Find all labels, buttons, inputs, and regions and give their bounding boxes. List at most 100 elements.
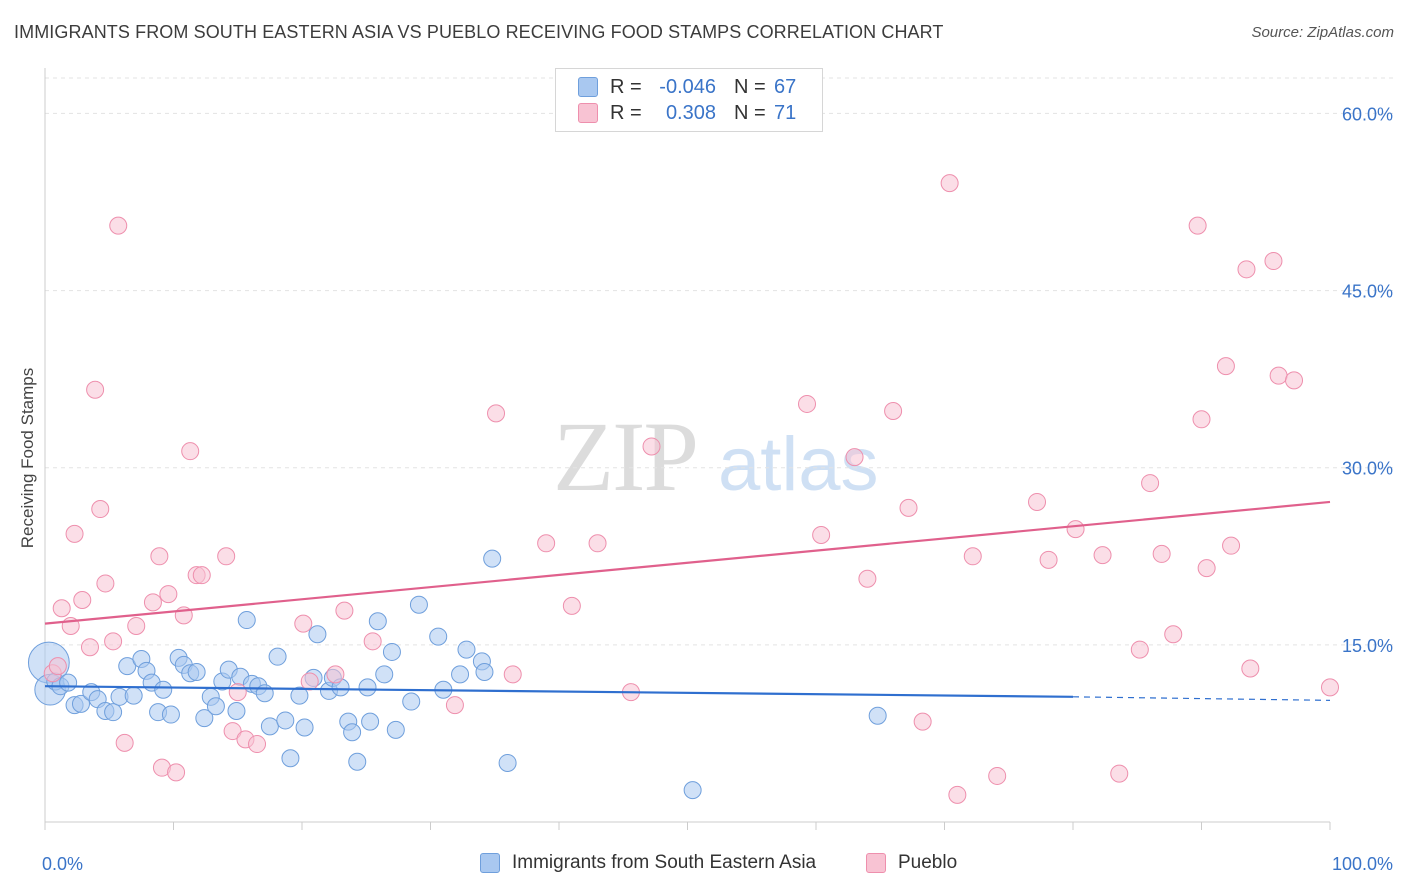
legend-row-immigrants: R = -0.046 N = 67 <box>578 74 796 100</box>
pueblo-point <box>1164 625 1183 644</box>
pueblo-point <box>1110 764 1129 783</box>
pueblo-point <box>899 498 918 517</box>
immigrants-trend-line <box>44 685 1074 698</box>
pueblo-point <box>159 585 178 604</box>
pueblo-point <box>1028 492 1047 511</box>
immigrants-point <box>386 720 405 739</box>
immigrants-point <box>195 709 214 728</box>
pueblo-point <box>1285 371 1304 390</box>
pueblo-point <box>812 526 831 545</box>
pueblo-point <box>143 593 162 612</box>
y-tick-label: 30.0% <box>1342 459 1393 479</box>
immigrants-point <box>683 781 702 800</box>
legend-item-pueblo: Pueblo <box>866 852 957 874</box>
immigrants-point <box>154 680 173 699</box>
legend-n-label: N = <box>734 101 766 124</box>
legend-r-value: -0.046 <box>659 75 716 98</box>
pueblo-point <box>798 394 817 413</box>
pueblo-point <box>588 534 607 553</box>
pueblo-trend-line <box>44 500 1331 625</box>
pueblo-point <box>1130 640 1149 659</box>
legend-n-value: 67 <box>774 75 797 98</box>
pueblo-point <box>1269 366 1288 385</box>
pueblo-point <box>217 547 236 566</box>
immigrants-point <box>227 701 246 720</box>
pueblo-point <box>150 547 169 566</box>
source-label: Source: ZipAtlas.com <box>1251 24 1394 41</box>
pueblo-point <box>181 442 200 461</box>
immigrants-point <box>276 711 295 730</box>
pueblo-point <box>192 566 211 585</box>
legend-item-immigrants: Immigrants from South Eastern Asia <box>480 852 816 874</box>
series-legend: Immigrants from South Eastern Asia Puebl… <box>0 850 1406 878</box>
pueblo-point <box>48 657 67 676</box>
pueblo-point <box>363 632 382 651</box>
pueblo-point <box>91 500 110 519</box>
pueblo-point <box>562 596 581 615</box>
pueblo-point <box>884 402 903 421</box>
pueblo-point <box>1093 546 1112 565</box>
pueblo-point <box>845 448 864 467</box>
immigrants-point <box>71 694 90 713</box>
pueblo-point <box>65 524 84 543</box>
pueblo-point <box>300 672 319 691</box>
pueblo-point <box>940 174 959 193</box>
series-pueblo-points <box>43 174 1339 804</box>
pueblo-point <box>109 216 128 235</box>
pueblo-point <box>223 722 242 741</box>
immigrants-point <box>348 752 367 771</box>
immigrants-point <box>358 678 377 697</box>
immigrants-point <box>375 665 394 684</box>
pueblo-point <box>294 614 313 633</box>
pueblo-point <box>80 638 99 657</box>
pueblo-point <box>1264 252 1283 271</box>
pueblo-point <box>858 569 877 588</box>
immigrants-point <box>281 749 300 768</box>
trend-lines <box>44 500 1331 701</box>
legend-n-label: N = <box>734 75 766 98</box>
immigrants-point <box>295 718 314 737</box>
immigrants-point <box>308 625 327 644</box>
pueblo-point <box>963 547 982 566</box>
correlation-legend: R = -0.046 N = 67 R = 0.308 N = 71 <box>555 68 823 132</box>
pueblo-point <box>96 574 115 593</box>
pueblo-point <box>52 599 71 618</box>
immigrants-point <box>361 712 380 731</box>
immigrants-point <box>382 642 401 661</box>
y-tick-label: 45.0% <box>1342 282 1393 302</box>
pueblo-point <box>642 437 661 456</box>
pueblo-point <box>913 712 932 731</box>
immigrants-point <box>498 753 517 772</box>
x-tick-label-right: 100.0% <box>1332 854 1393 874</box>
legend-swatch-pueblo <box>578 103 598 123</box>
chart-title: IMMIGRANTS FROM SOUTH EASTERN ASIA VS PU… <box>14 22 944 42</box>
immigrants-point <box>59 673 78 692</box>
immigrants-point <box>457 640 476 659</box>
immigrants-point <box>475 663 494 682</box>
pueblo-point <box>1039 550 1058 569</box>
immigrants-point <box>343 723 362 742</box>
legend-row-pueblo: R = 0.308 N = 71 <box>578 100 796 126</box>
immigrants-point <box>290 686 309 705</box>
legend-r-label: R = <box>610 75 642 98</box>
y-tick-label: 60.0% <box>1342 104 1393 124</box>
pueblo-point <box>948 785 967 804</box>
pueblo-point <box>228 683 247 702</box>
legend-label-immigrants: Immigrants from South Eastern Asia <box>512 852 817 873</box>
immigrants-trend-line-extension <box>1072 696 1331 701</box>
pueblo-point <box>1237 260 1256 279</box>
pueblo-point <box>1141 474 1160 493</box>
pueblo-point <box>1216 357 1235 376</box>
immigrants-point <box>237 611 256 630</box>
legend-n-value: 71 <box>774 101 797 124</box>
pueblo-point <box>73 590 92 609</box>
pueblo-point <box>1321 678 1339 697</box>
x-tick-label-left: 0.0% <box>42 854 83 874</box>
immigrants-point <box>260 717 279 736</box>
pueblo-point <box>104 632 123 651</box>
pueblo-point <box>167 763 186 782</box>
pueblo-point <box>127 616 146 635</box>
immigrants-point <box>429 627 448 646</box>
immigrants-point <box>118 657 137 676</box>
legend-r-label: R = <box>610 101 642 124</box>
